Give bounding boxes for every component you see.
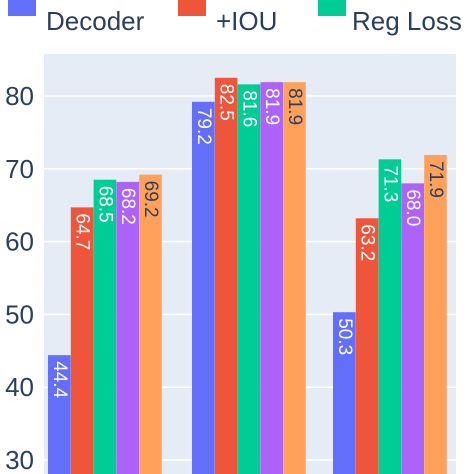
legend-swatch-reg-loss (318, 0, 346, 16)
y-tick-label: 30 (5, 445, 34, 474)
bar (401, 183, 424, 474)
bar (333, 312, 356, 474)
bar (260, 82, 283, 474)
bar (70, 207, 94, 474)
y-tick-label: 70 (5, 154, 34, 184)
y-tick-label: 60 (5, 227, 34, 257)
legend: Decoder +IOU Reg Loss (8, 0, 462, 36)
bar (139, 174, 162, 474)
y-tick-label: 80 (5, 81, 34, 111)
bar-value-label: 79.2 (193, 108, 214, 145)
bar (424, 154, 447, 474)
y-tick-label: 40 (5, 372, 34, 402)
bar (192, 101, 215, 474)
bar-value-label: 68.5 (94, 186, 115, 223)
bar-value-label: 69.2 (140, 181, 161, 218)
bar-value-labels: 44.4 79.2 50.3 64.7 82.5 63.2 68.5 81.6 71.3 68.2… (49, 84, 446, 399)
bar (378, 159, 402, 474)
legend-label-reg-loss: Reg Loss (352, 6, 462, 36)
bar-value-label: 81.6 (238, 90, 259, 127)
bar (214, 77, 238, 474)
bars (48, 77, 447, 474)
bar-value-label: 81.9 (261, 88, 282, 125)
bar-value-label: 63.2 (357, 224, 378, 261)
bar-value-label: 82.5 (216, 84, 237, 121)
legend-swatch-iou (178, 0, 206, 16)
bar (48, 355, 71, 474)
legend-label-iou: +IOU (216, 6, 277, 36)
bar-value-label: 64.7 (72, 213, 93, 250)
bar (283, 82, 306, 474)
bar-value-label: 50.3 (334, 318, 355, 355)
bar-value-label: 68.0 (402, 189, 423, 226)
bar-value-label: 68.2 (117, 188, 138, 225)
y-tick-label: 50 (5, 299, 34, 329)
bar-value-label: 81.9 (284, 88, 305, 125)
bar (355, 218, 379, 474)
bar-value-label: 71.9 (425, 161, 446, 198)
bar (93, 179, 117, 474)
bar (237, 84, 261, 474)
bar-value-label: 71.3 (379, 165, 400, 202)
legend-swatch-decoder (8, 0, 36, 16)
bar (116, 181, 139, 474)
legend-label-decoder: Decoder (46, 6, 145, 36)
y-axis-tick-labels: 30 40 50 60 70 80 (5, 81, 34, 474)
bar-value-label: 44.4 (49, 361, 70, 398)
